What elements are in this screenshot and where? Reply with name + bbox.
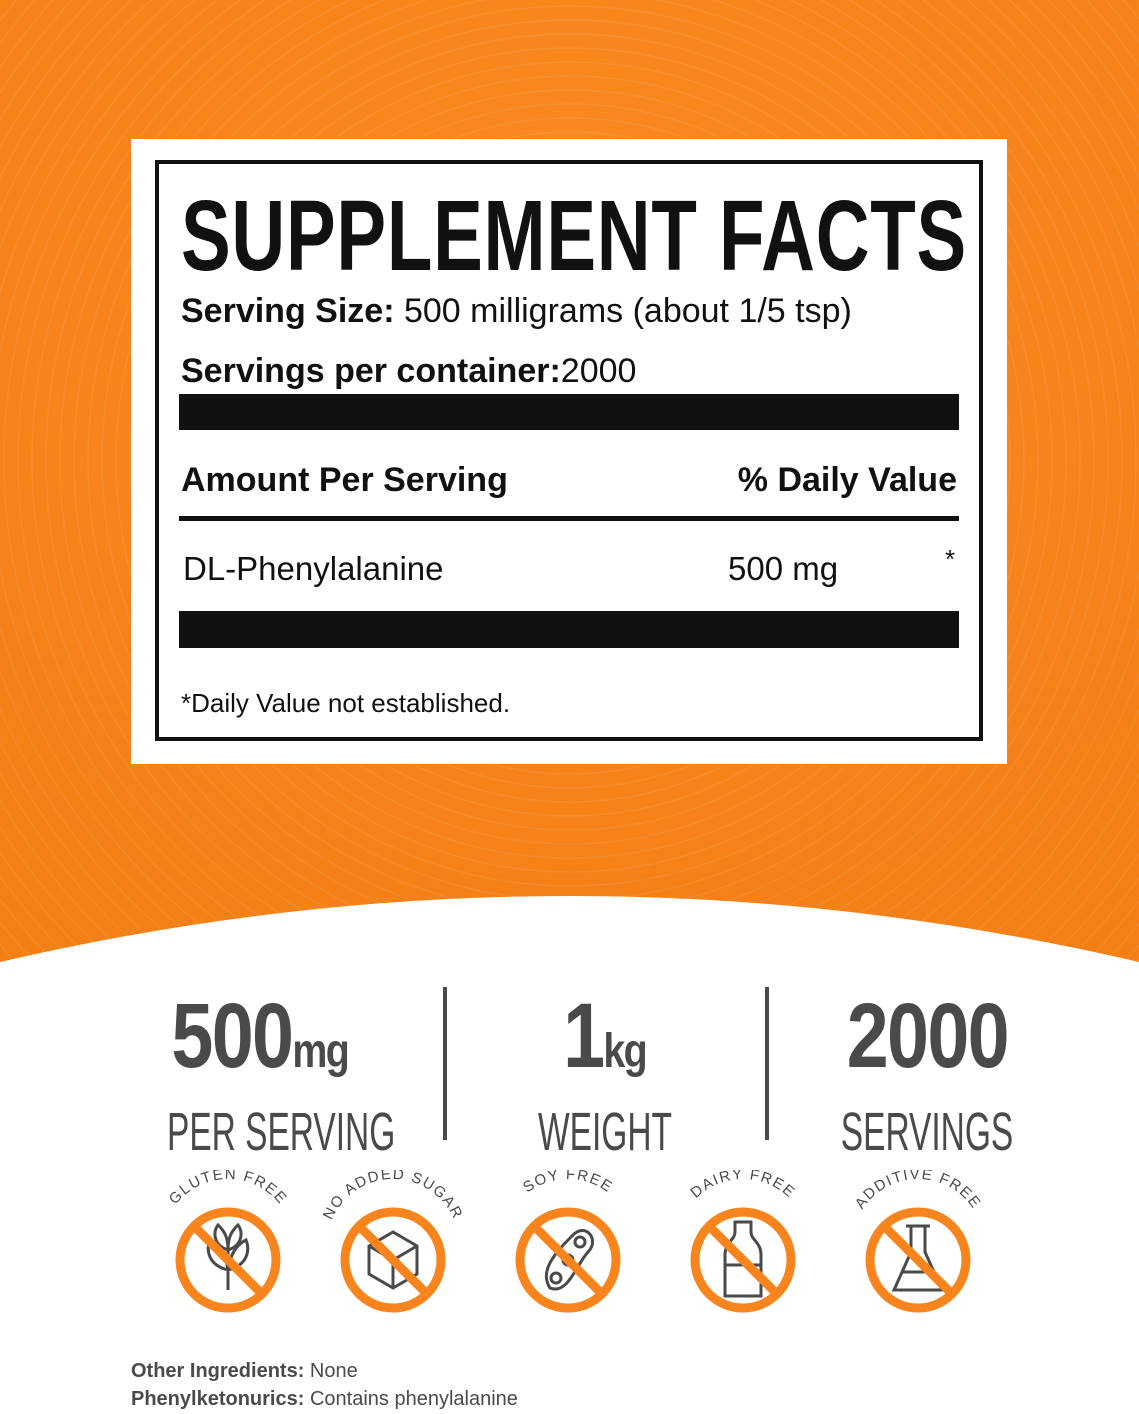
stat-divider [765,987,769,1140]
stat-value: 1kg [564,990,649,1098]
serving-size-row: Serving Size: 500 milligrams (about 1/5 … [181,292,852,331]
badge-soy-free: SOY FREE [478,1166,658,1320]
other-ingredients: Other Ingredients: None [131,1360,358,1383]
header-divider [179,516,959,521]
stat-value: 500mg [172,990,350,1098]
serving-size-value: 500 milligrams (about 1/5 tsp) [403,292,852,330]
ingredient-amount: 500 mg [728,550,839,587]
prohibited-circle-icon [690,1207,796,1313]
prohibited-circle-icon [515,1207,621,1313]
prohibited-slash-icon [880,1222,956,1298]
other-ingredients-label: Other Ingredients: [131,1360,305,1382]
prohibited-circle-icon [175,1207,281,1313]
stat-per-serving: 500mg PER SERVING [110,990,410,1160]
prohibited-circle-icon [865,1207,971,1313]
stat-number: 2000 [846,985,1009,1087]
supplement-facts-panel: SUPPLEMENT FACTS Serving Size: 500 milli… [131,139,1007,764]
amount-per-serving-header: Amount Per Serving [181,461,508,499]
stat-weight: 1kg WEIGHT [455,990,755,1160]
prohibited-slash-icon [705,1222,781,1298]
thick-divider-bottom [179,611,959,648]
stat-label: WEIGHT [538,1102,672,1162]
badge-label: SOY FREE [520,1170,616,1196]
pku-value: Contains phenylalanine [309,1388,518,1410]
badge-gluten-free: GLUTEN FREE [138,1166,318,1320]
stat-number: 500 [171,985,295,1087]
badge-label: DAIRY FREE [687,1170,798,1202]
prohibited-slash-icon [190,1222,266,1298]
facts-title: SUPPLEMENT FACTS [181,180,967,292]
stat-number: 1 [563,985,606,1087]
badge-dairy-free: DAIRY FREE [653,1166,833,1320]
badge-no-added-sugar: NO ADDED SUGAR [303,1166,483,1320]
prohibited-slash-icon [530,1222,606,1298]
servings-row: Servings per container:2000 [181,352,636,391]
other-ingredients-value: None [309,1360,358,1382]
stat-label: SERVINGS [840,1102,1014,1162]
footnote: *Daily Value not established. [181,688,511,718]
stat-unit: mg [292,1025,350,1078]
stat-value: 2000 [846,990,1009,1098]
stat-label: PER SERVING [167,1102,396,1162]
stat-divider [443,987,447,1140]
stat-servings: 2000 SERVINGS [777,990,1077,1160]
ingredient-name: DL-Phenylalanine [183,550,444,587]
badge-additive-free: ADDITIVE FREE [828,1166,1008,1320]
badge-label: ADDITIVE FREE [852,1170,985,1212]
pku-label: Phenylketonurics: [131,1388,305,1410]
stat-unit: kg [603,1025,648,1078]
prohibited-circle-icon [340,1207,446,1313]
phenylketonurics-warning: Phenylketonurics: Contains phenylalanine [131,1388,518,1411]
servings-label: Servings per container: [181,352,561,390]
ingredient-dv: * [945,544,956,574]
supplement-facts-box: SUPPLEMENT FACTS Serving Size: 500 milli… [155,160,983,741]
serving-size-label: Serving Size: [181,292,395,330]
prohibited-slash-icon [355,1222,431,1298]
badge-label: GLUTEN FREE [166,1170,291,1208]
thick-divider [179,394,959,430]
daily-value-header: % Daily Value [737,461,957,499]
servings-value: 2000 [560,352,637,390]
